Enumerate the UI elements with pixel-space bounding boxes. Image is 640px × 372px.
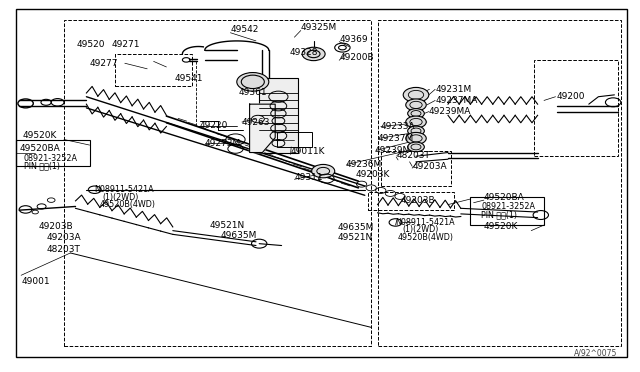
Text: 49311: 49311: [294, 173, 323, 182]
Text: 49635M: 49635M: [338, 223, 374, 232]
Text: 49328: 49328: [290, 48, 319, 57]
Circle shape: [406, 132, 426, 144]
Bar: [368, 192, 454, 210]
Text: 49203B: 49203B: [38, 222, 73, 231]
Bar: [115, 54, 192, 86]
Text: 49203K: 49203K: [356, 170, 390, 179]
Text: 49369: 49369: [339, 35, 368, 44]
Text: 49200B: 49200B: [339, 53, 374, 62]
Text: 48203T: 48203T: [46, 246, 80, 254]
Text: 49521N: 49521N: [338, 233, 373, 242]
Text: 49203A: 49203A: [412, 162, 447, 171]
Text: 49237MA: 49237MA: [435, 96, 477, 105]
Text: 49521N: 49521N: [210, 221, 245, 230]
Text: 49520B(4WD): 49520B(4WD): [398, 233, 454, 242]
Text: 49520BA: 49520BA: [484, 193, 525, 202]
Circle shape: [302, 47, 325, 61]
Text: 49011K: 49011K: [291, 147, 325, 156]
Text: 49239N: 49239N: [374, 146, 410, 155]
Circle shape: [408, 126, 424, 136]
Text: A/92^0075: A/92^0075: [574, 349, 618, 358]
Text: 49001: 49001: [21, 277, 50, 286]
Text: 49542: 49542: [230, 25, 259, 34]
Text: 49520: 49520: [77, 40, 106, 49]
Text: 49520BA: 49520BA: [19, 144, 60, 153]
Text: 49520B(4WD): 49520B(4WD): [99, 200, 155, 209]
Text: 49273M: 49273M: [205, 139, 241, 148]
Text: 08921-3252A: 08921-3252A: [481, 202, 535, 211]
Circle shape: [408, 142, 424, 152]
Text: 08921-3252A: 08921-3252A: [24, 154, 77, 163]
Text: 49541: 49541: [174, 74, 203, 83]
Text: 48203T: 48203T: [397, 151, 431, 160]
Text: (1)(2WD): (1)(2WD): [102, 193, 139, 202]
Bar: [378, 20, 621, 346]
Text: 49325M: 49325M: [301, 23, 337, 32]
Text: N08911-5421A: N08911-5421A: [396, 218, 455, 227]
Text: 49277: 49277: [90, 59, 118, 68]
Bar: [277, 132, 312, 147]
Text: 49233A: 49233A: [381, 122, 415, 131]
Text: PIN ピン(1): PIN ピン(1): [24, 162, 60, 171]
Text: 49635M: 49635M: [221, 231, 257, 240]
Circle shape: [406, 116, 426, 128]
Bar: [16, 140, 90, 166]
Text: 49237M: 49237M: [378, 134, 414, 143]
Text: 49231M: 49231M: [435, 85, 472, 94]
Text: 49203A: 49203A: [46, 233, 81, 242]
Bar: [381, 151, 451, 186]
Text: 49520K: 49520K: [484, 222, 518, 231]
Text: 49239MA: 49239MA: [429, 107, 471, 116]
Text: 49200: 49200: [557, 92, 586, 101]
Bar: [470, 197, 544, 225]
Polygon shape: [250, 104, 275, 153]
Circle shape: [312, 164, 335, 178]
Circle shape: [406, 99, 426, 111]
Circle shape: [403, 87, 429, 102]
Text: 49236M: 49236M: [346, 160, 382, 169]
Circle shape: [408, 109, 424, 118]
Text: 49271: 49271: [112, 40, 141, 49]
Text: 49220: 49220: [200, 121, 228, 130]
Circle shape: [237, 73, 269, 91]
Bar: [64, 20, 371, 346]
Text: (1)(2WD): (1)(2WD): [402, 225, 438, 234]
Text: 49263: 49263: [242, 118, 271, 126]
Text: 49361: 49361: [239, 88, 268, 97]
Text: 49520K: 49520K: [22, 131, 57, 140]
Bar: [259, 78, 298, 153]
Text: N08911-5421A: N08911-5421A: [95, 185, 154, 194]
Text: 49203B: 49203B: [401, 196, 435, 205]
Text: PIN ピン(1): PIN ピン(1): [481, 211, 517, 219]
Bar: [534, 60, 618, 156]
